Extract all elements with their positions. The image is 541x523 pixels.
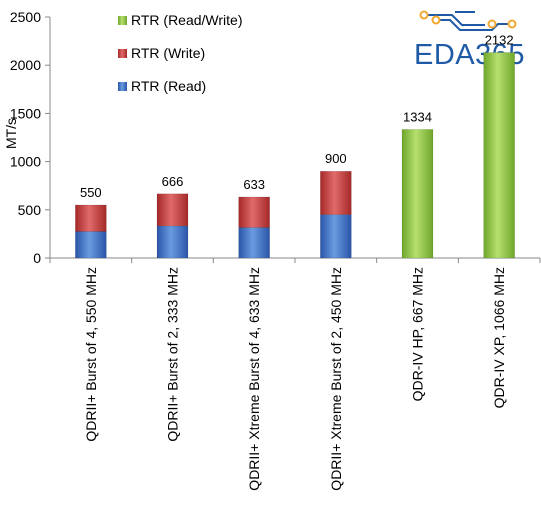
- data-label: 633: [243, 177, 265, 192]
- data-labels: 550 666 633 900 1334 2132: [80, 32, 514, 200]
- bars: [75, 52, 515, 259]
- circuit-trace-icon: [419, 10, 517, 31]
- y-tick-label: 1000: [10, 154, 41, 170]
- legend-label: RTR (Read/Write): [131, 12, 243, 28]
- data-label: 666: [162, 174, 184, 189]
- category-label: QDRII+ Xtreme Burst of 4, 633 MHz: [246, 267, 262, 491]
- legend-label: RTR (Write): [131, 45, 205, 61]
- bar-segment: [320, 170, 352, 215]
- legend-swatch: [118, 49, 127, 58]
- bar-segment: [238, 227, 270, 259]
- bar-segment: [156, 193, 189, 227]
- bar-segment: [401, 129, 434, 259]
- category-label: QDR-IV HP, 667 MHz: [410, 267, 426, 401]
- legend-swatch: [118, 82, 127, 91]
- bar-segment: [75, 204, 107, 232]
- y-tick-label: 500: [18, 202, 42, 218]
- bar-segment: [483, 52, 515, 259]
- y-axis-label: MT/s: [3, 118, 19, 149]
- data-label: 1334: [403, 109, 432, 124]
- bar-segment: [75, 231, 107, 259]
- bar-segment: [320, 214, 352, 259]
- legend-label: RTR (Read): [131, 78, 206, 94]
- data-label: 550: [80, 185, 102, 200]
- legend: RTR (Read/Write) RTR (Write) RTR (Read): [118, 12, 243, 94]
- category-label: QDRII+ Burst of 4, 550 MHz: [83, 267, 99, 442]
- axes: 0 500 1000 1500 2000 2500: [10, 9, 541, 266]
- category-label: QDRII+ Xtreme Burst of 2, 450 MHz: [328, 267, 344, 491]
- legend-swatch: [118, 16, 127, 25]
- bar-segment: [238, 196, 270, 228]
- y-tick-label: 2000: [10, 57, 41, 73]
- category-label: QDR-IV XP, 1066 MHz: [491, 267, 507, 408]
- y-tick-label: 0: [33, 250, 41, 266]
- data-label: 900: [325, 151, 347, 166]
- y-tick-label: 1500: [10, 105, 41, 121]
- category-labels: QDRII+ Burst of 4, 550 MHz QDRII+ Burst o…: [83, 267, 507, 491]
- bar-segment: [156, 225, 189, 259]
- category-label: QDRII+ Burst of 2, 333 MHz: [165, 267, 181, 442]
- data-label: 2132: [485, 32, 514, 47]
- y-tick-label: 2500: [10, 9, 41, 25]
